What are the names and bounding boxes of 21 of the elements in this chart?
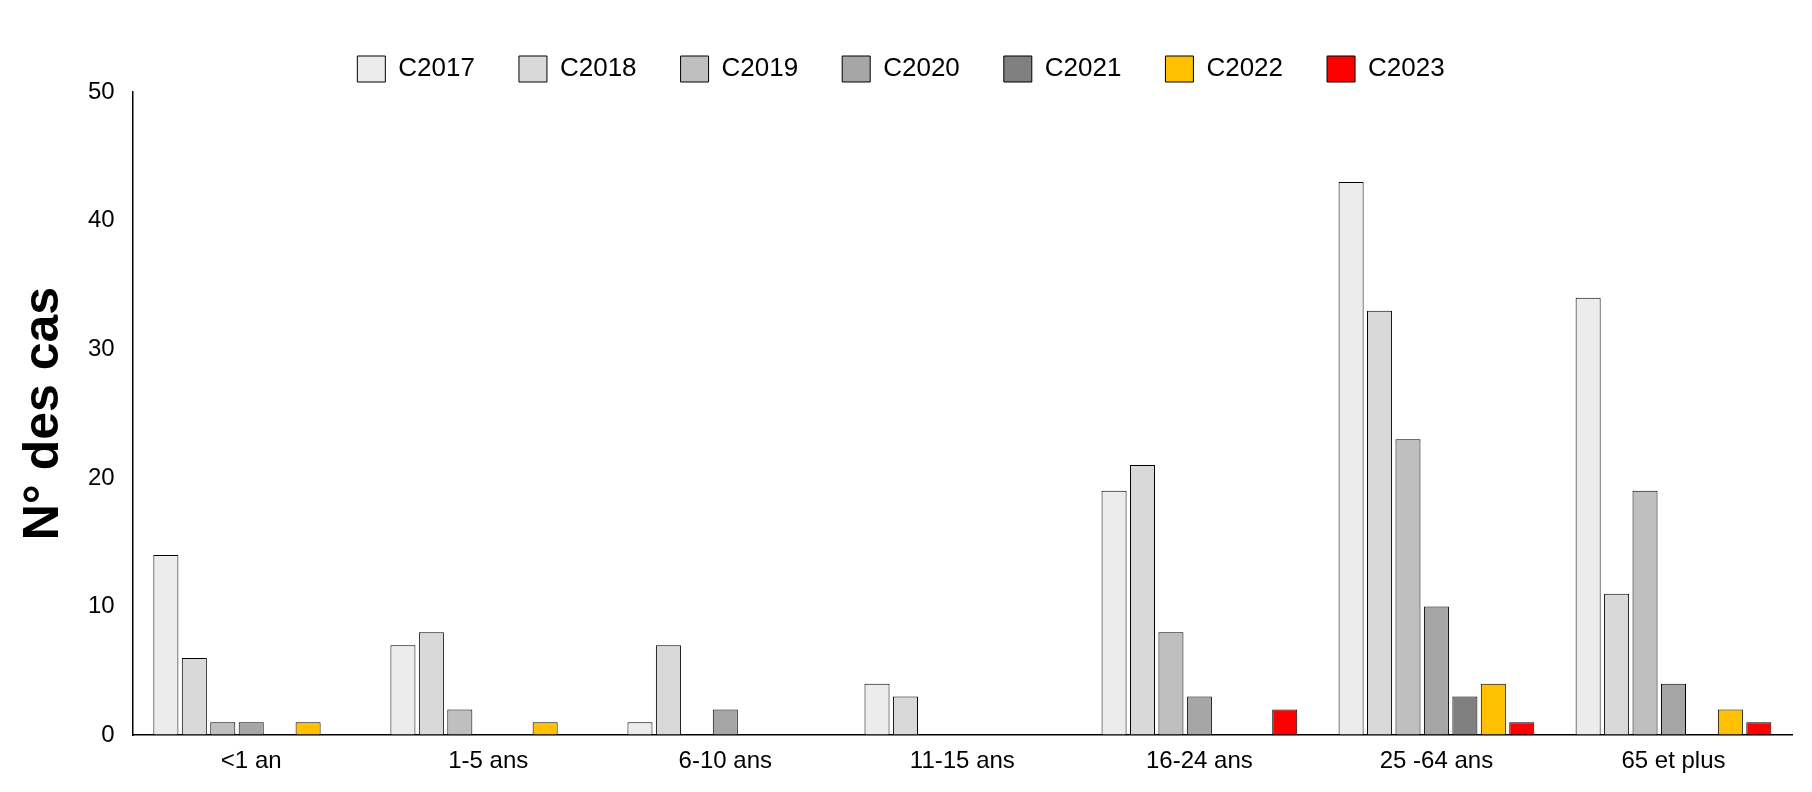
legend-label: C2021 <box>1044 52 1122 83</box>
x-tick-label: 1-5 ans <box>448 746 529 774</box>
y-tick-label: 10 <box>87 591 115 619</box>
y-tick-label: 50 <box>87 76 115 104</box>
y-axis-title: N° des cas <box>12 286 69 541</box>
legend-label: C2020 <box>883 52 960 83</box>
x-tick-label: 11-15 ans <box>909 746 1015 774</box>
x-tick-label: 16-24 ans <box>1146 746 1253 774</box>
x-tick-label: 65 et plus <box>1621 746 1726 774</box>
legend-label: C2023 <box>1368 52 1445 83</box>
legend-label: C2022 <box>1206 52 1284 83</box>
legend-label: C2017 <box>398 52 475 83</box>
y-tick-label: 20 <box>87 462 115 490</box>
y-tick-label: 40 <box>87 205 115 233</box>
x-tick-label: 25 -64 ans <box>1379 746 1494 774</box>
x-tick-label: 6-10 ans <box>678 746 773 774</box>
y-tick-label: 30 <box>87 333 115 361</box>
x-tick-label: <1 an <box>220 746 282 774</box>
legend-label: C2019 <box>721 52 799 83</box>
legend-label: C2018 <box>559 52 637 83</box>
y-tick-label: 0 <box>101 719 115 747</box>
